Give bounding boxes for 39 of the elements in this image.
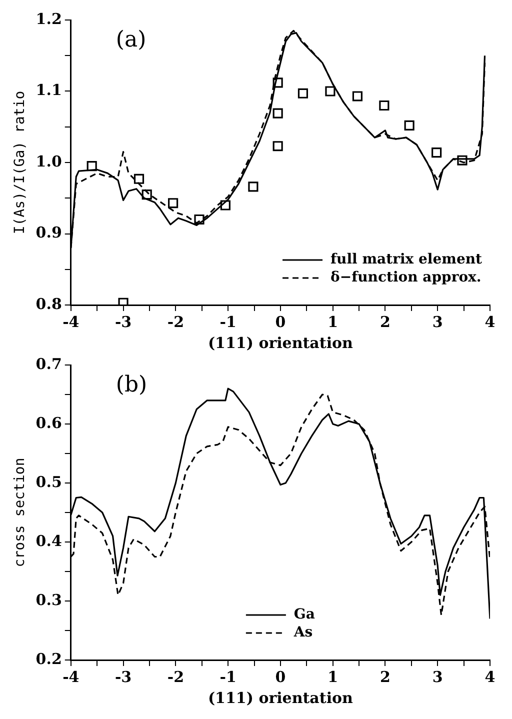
legend-label: δ−function approx. [330, 270, 482, 286]
y-tick-label: 1.1 [36, 81, 62, 100]
y-tick-label: 1.2 [36, 10, 62, 28]
y-axis-title: cross section [12, 458, 28, 568]
y-tick-label: 0.4 [36, 532, 62, 550]
y-tick-label: 0.9 [36, 224, 62, 242]
y-tick-label: 0.2 [36, 650, 62, 668]
x-tick-label: 2 [380, 312, 390, 331]
x-tick-label: 4 [484, 668, 496, 686]
x-tick-label: -4 [62, 312, 80, 331]
y-tick-label: 0.7 [36, 354, 62, 373]
y-tick-label: 0.3 [36, 590, 62, 609]
y-axis-title: I(As)/I(Ga) ratio [12, 90, 28, 234]
legend-label: Ga [294, 606, 315, 623]
y-tick-label: 0.8 [36, 294, 62, 313]
legend-label: full matrix element [330, 252, 483, 268]
y-tick-label: 1.0 [36, 152, 62, 170]
x-tick-label: -4 [62, 668, 80, 686]
x-tick-label: 2 [380, 668, 390, 686]
x-tick-label: -1 [220, 312, 236, 331]
x-tick-label: 3 [432, 312, 443, 331]
y-tick-label: 0.5 [36, 472, 62, 491]
y-tick-label: 0.6 [36, 414, 62, 432]
x-axis-title: (111) orientation [208, 334, 354, 352]
x-tick-label: 3 [432, 668, 443, 686]
x-tick-label: -3 [114, 312, 132, 331]
x-tick-label: -2 [167, 312, 184, 331]
x-tick-label: 0 [275, 668, 286, 686]
x-tick-label: -1 [220, 668, 236, 686]
chart-title: (b) [116, 372, 148, 398]
x-tick-label: 1 [328, 312, 338, 331]
x-tick-label: 0 [275, 312, 286, 331]
x-axis-title: (111) orientation [208, 688, 354, 707]
x-tick-label: 1 [328, 668, 338, 686]
legend-label: As [292, 624, 313, 641]
x-tick-label: -2 [167, 668, 184, 686]
chart-title: (a) [116, 28, 146, 53]
x-tick-label: 4 [484, 312, 496, 331]
x-tick-label: -3 [114, 668, 132, 686]
